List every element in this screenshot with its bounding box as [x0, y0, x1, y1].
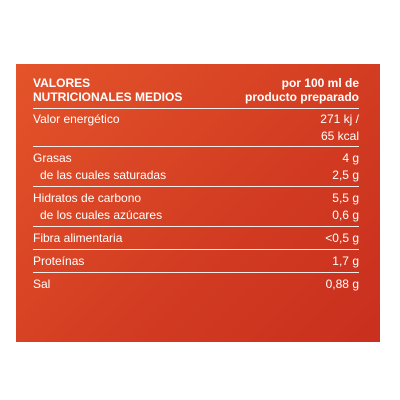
protein-value: 1,7 g — [332, 254, 359, 268]
energy-value: 271 kj / 65 kcal — [320, 111, 359, 145]
nutrition-header: VALORES NUTRICIONALES MEDIOS por 100 ml … — [33, 76, 359, 109]
sugars-row: de los cuales azúcares 0,6 g — [33, 207, 359, 224]
energy-label: Valor energético — [33, 112, 120, 126]
protein-label: Proteínas — [33, 254, 85, 268]
saturated-row: de las cuales saturadas 2,5 g — [33, 167, 359, 184]
header-serving-line1: por 100 ml de — [281, 76, 359, 90]
header-title: VALORES NUTRICIONALES MEDIOS — [33, 76, 182, 104]
fiber-group: Fibra alimentaria <0,5 g — [33, 227, 359, 250]
fat-label: Grasas — [33, 151, 72, 165]
fiber-label: Fibra alimentaria — [33, 231, 123, 245]
header-title-line2: NUTRICIONALES MEDIOS — [33, 90, 183, 104]
protein-group: Proteínas 1,7 g — [33, 250, 359, 273]
salt-row: Sal 0,88 g — [33, 276, 359, 293]
fiber-value: <0,5 g — [325, 231, 359, 245]
salt-label: Sal — [33, 277, 51, 291]
saturated-label: de las cuales saturadas — [40, 168, 167, 182]
saturated-value: 2,5 g — [332, 168, 359, 182]
header-serving: por 100 ml de producto preparado — [245, 76, 359, 104]
nutrition-facts-panel: VALORES NUTRICIONALES MEDIOS por 100 ml … — [16, 64, 380, 342]
sugars-value: 0,6 g — [332, 208, 359, 222]
salt-group: Sal 0,88 g — [33, 273, 359, 295]
carbs-label: Hidratos de carbono — [33, 191, 142, 205]
fat-row: Grasas 4 g — [33, 150, 359, 167]
energy-row: Valor energético 271 kj / 65 kcal — [33, 111, 359, 145]
header-title-line1: VALORES — [33, 76, 91, 90]
carbs-group: Hidratos de carbono 5,5 g de los cuales … — [33, 187, 359, 227]
energy-kj: 271 kj / — [320, 112, 359, 126]
sugars-label: de los cuales azúcares — [40, 208, 163, 222]
fat-value: 4 g — [342, 151, 359, 165]
fiber-row: Fibra alimentaria <0,5 g — [33, 230, 359, 247]
energy-group: Valor energético 271 kj / 65 kcal — [33, 109, 359, 147]
header-serving-line2: producto preparado — [244, 90, 359, 104]
protein-row: Proteínas 1,7 g — [33, 253, 359, 270]
energy-kcal: 65 kcal — [320, 129, 359, 143]
carbs-row: Hidratos de carbono 5,5 g — [33, 190, 359, 207]
carbs-value: 5,5 g — [332, 191, 359, 205]
salt-value: 0,88 g — [325, 277, 359, 291]
fat-group: Grasas 4 g de las cuales saturadas 2,5 g — [33, 147, 359, 187]
